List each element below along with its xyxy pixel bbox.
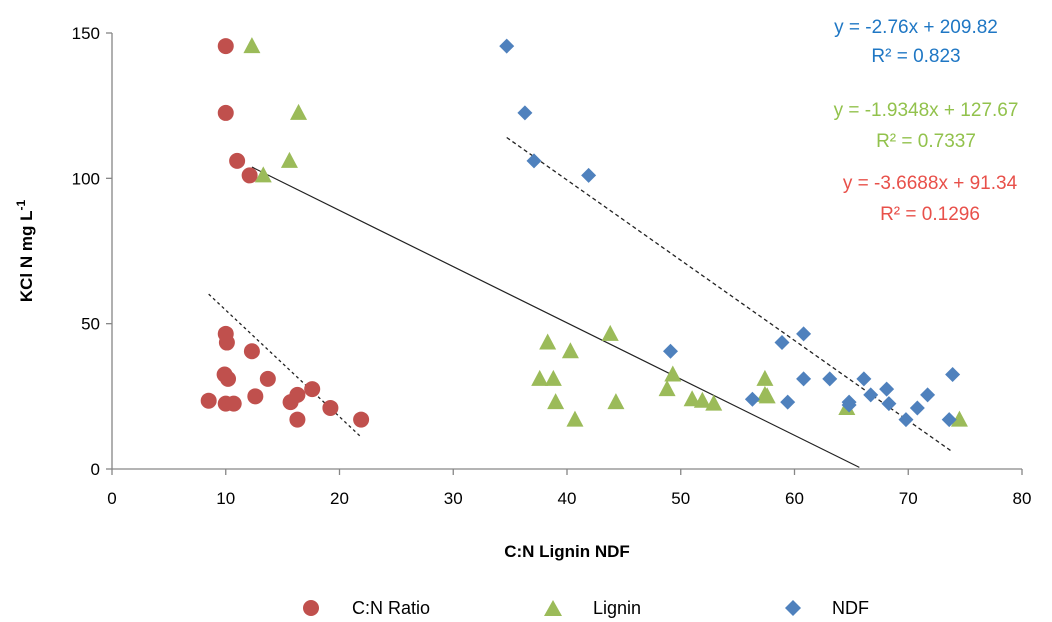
cn-ratio-point	[304, 381, 321, 398]
legend-label-ndf: NDF	[832, 598, 869, 618]
x-tick-label: 40	[558, 489, 577, 508]
cn-ratio-point	[217, 38, 234, 55]
legend-item-ndf: NDF	[785, 598, 869, 618]
cn-ratio-point	[243, 343, 260, 360]
lignin-point	[531, 369, 549, 386]
lignin-point	[693, 391, 711, 408]
cn-ratio-trendline	[208, 293, 362, 438]
ndf-equation: y = -2.76x + 209.82	[834, 17, 998, 38]
x-tick-label: 80	[1013, 489, 1032, 508]
x-tick-label: 50	[671, 489, 690, 508]
cn-ratio-point	[259, 370, 276, 387]
x-tick-label: 10	[216, 489, 235, 508]
lignin-trendline	[251, 166, 860, 468]
legend-label-lignin: Lignin	[593, 598, 641, 618]
lignin-point	[290, 103, 308, 120]
ndf-point	[796, 371, 812, 387]
cn-ratio-point	[247, 388, 264, 405]
ndf-point	[841, 397, 857, 413]
trendline-equations: y = -2.76x + 209.82 R² = 0.823 y = -1.93…	[834, 17, 1019, 225]
x-tick-label: 60	[785, 489, 804, 508]
lignin-equation: y = -1.9348x + 127.67	[834, 100, 1019, 121]
ndf-point	[499, 38, 515, 54]
lignin-point	[544, 369, 562, 386]
ndf-point	[863, 387, 879, 403]
ndf-point	[945, 367, 961, 383]
ndf-point	[909, 400, 925, 416]
y-axis-title-main: KCl N mg L	[17, 211, 36, 303]
cn-ratio-point	[218, 334, 235, 351]
ndf-point	[881, 396, 897, 412]
legend-marker-circle	[303, 600, 319, 616]
cn-ratio-point	[229, 152, 246, 169]
ndf-point	[517, 105, 533, 121]
ndf-point	[526, 153, 542, 169]
y-axis-title-superscript: -1	[14, 200, 28, 211]
ndf-point	[796, 326, 812, 342]
y-tick-label: 150	[72, 24, 100, 43]
cn-ratio-point	[353, 411, 370, 428]
ndf-point	[663, 343, 679, 359]
tick-marks	[106, 32, 1023, 475]
ndf-r2: R² = 0.823	[871, 46, 960, 67]
lignin-point	[280, 151, 298, 168]
x-axis-title: C:N Lignin NDF	[504, 542, 630, 561]
x-tick-label: 0	[107, 489, 116, 508]
legend-marker-diamond	[785, 600, 801, 616]
cn-ratio-point	[282, 394, 299, 411]
y-tick-label: 0	[91, 460, 100, 479]
lignin-point	[607, 393, 625, 410]
ndf-point	[879, 381, 895, 397]
cn-ratio-point	[225, 395, 242, 412]
data-points	[200, 37, 968, 428]
y-tick-label: 100	[72, 169, 100, 188]
x-tick-label: 30	[444, 489, 463, 508]
lignin-point	[539, 333, 557, 350]
x-tick-label: 70	[899, 489, 918, 508]
legend-label-cn-ratio: C:N Ratio	[352, 598, 430, 618]
legend-marker-triangle	[544, 600, 562, 616]
cn-ratio-point	[220, 370, 237, 387]
ndf-point	[581, 167, 597, 183]
lignin-r2: R² = 0.7337	[876, 131, 976, 152]
cn-ratio-point	[217, 104, 234, 121]
lignin-point	[243, 37, 261, 54]
lignin-point	[705, 394, 723, 411]
x-tick-label: 20	[330, 489, 349, 508]
ndf-point	[920, 387, 936, 403]
cn-ratio-point	[241, 167, 258, 184]
lignin-point	[254, 166, 272, 183]
lignin-point	[561, 342, 579, 359]
cn-ratio-r2: R² = 0.1296	[880, 204, 980, 225]
ndf-point	[856, 371, 872, 387]
ndf-point	[822, 371, 838, 387]
ndf-point	[941, 412, 957, 428]
cn-ratio-point	[289, 411, 306, 428]
lignin-point	[758, 387, 776, 404]
ndf-point	[774, 335, 790, 351]
lignin-point	[756, 369, 774, 386]
cn-ratio-point	[200, 392, 217, 409]
tick-labels: 0 50 100 150 0 10 20 30 40 50 60 70 80	[72, 24, 1032, 508]
y-axis-title: KCl N mg L-1	[14, 200, 36, 303]
legend-item-cn-ratio: C:N Ratio	[303, 598, 430, 618]
lignin-point	[683, 390, 701, 407]
trendlines	[208, 136, 953, 468]
ndf-point	[780, 394, 796, 410]
lignin-point	[658, 380, 676, 397]
lignin-point	[950, 410, 968, 427]
legend: C:N Ratio Lignin NDF	[303, 598, 869, 618]
lignin-point	[566, 410, 584, 427]
cn-ratio-point	[322, 399, 339, 416]
cn-ratio-equation: y = -3.6688x + 91.34	[843, 173, 1018, 194]
y-tick-label: 50	[81, 315, 100, 334]
ndf-point	[898, 412, 914, 428]
lignin-point	[547, 393, 565, 410]
lignin-point	[601, 324, 619, 341]
ndf-point	[744, 391, 760, 407]
legend-item-lignin: Lignin	[544, 598, 641, 618]
lignin-point	[664, 365, 682, 382]
